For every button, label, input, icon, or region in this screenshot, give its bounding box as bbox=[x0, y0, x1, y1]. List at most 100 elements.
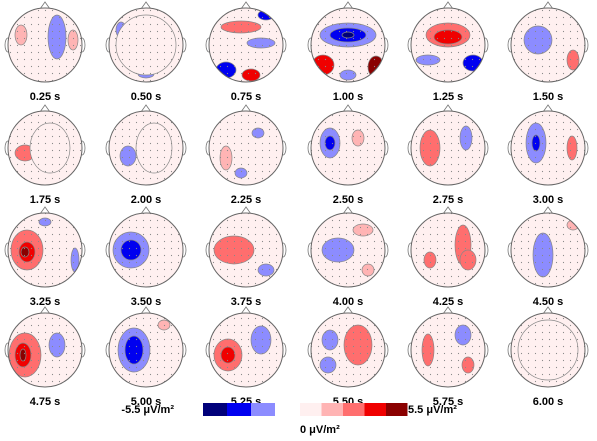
head-outline bbox=[410, 110, 486, 186]
head-outline bbox=[208, 212, 284, 288]
map-label: 4.25 s bbox=[433, 296, 464, 308]
nose bbox=[140, 206, 152, 215]
colorbar-swatch bbox=[227, 403, 251, 416]
topo-map: 5.00 s bbox=[105, 306, 187, 408]
head-outline bbox=[7, 312, 83, 388]
topo-map: 2.75 s bbox=[407, 104, 489, 206]
head-outline bbox=[108, 7, 184, 83]
topo-map: 2.00 s bbox=[105, 104, 187, 206]
electrodes bbox=[209, 313, 283, 387]
nose bbox=[240, 206, 252, 215]
map-label: 4.50 s bbox=[533, 296, 564, 308]
head-outline bbox=[510, 7, 586, 83]
map-label: 2.25 s bbox=[231, 194, 262, 206]
map-label: 0.50 s bbox=[131, 91, 162, 103]
map-label: 4.00 s bbox=[333, 296, 364, 308]
electrodes bbox=[109, 213, 183, 287]
topo-map: 3.00 s bbox=[507, 104, 589, 206]
map-label: 2.50 s bbox=[333, 194, 364, 206]
colorbar-swatch bbox=[364, 403, 386, 416]
electrodes bbox=[511, 213, 585, 287]
head-outline bbox=[510, 212, 586, 288]
colorbar-mid-label: 0 μV/m² bbox=[300, 424, 340, 436]
electrodes bbox=[109, 8, 183, 82]
electrodes bbox=[311, 213, 385, 287]
head-outline bbox=[510, 110, 586, 186]
topo-map: 5.50 s bbox=[307, 306, 389, 408]
electrodes bbox=[311, 8, 385, 82]
nose bbox=[140, 104, 152, 113]
topo-map: 1.75 s bbox=[4, 104, 86, 206]
head-outline bbox=[7, 7, 83, 83]
head-outline bbox=[208, 110, 284, 186]
map-label: 6.00 s bbox=[533, 396, 564, 408]
topo-map: 3.50 s bbox=[105, 206, 187, 308]
colorbar-swatch bbox=[251, 403, 275, 416]
map-label: 1.75 s bbox=[30, 194, 61, 206]
nose bbox=[442, 206, 454, 215]
head-outline bbox=[108, 110, 184, 186]
electrodes bbox=[8, 313, 82, 387]
electrodes bbox=[511, 111, 585, 185]
map-label: 2.75 s bbox=[433, 194, 464, 206]
topo-map: 3.75 s bbox=[205, 206, 287, 308]
head-outline bbox=[410, 312, 486, 388]
nose bbox=[39, 1, 51, 10]
nose bbox=[140, 1, 152, 10]
topo-map: 5.75 s bbox=[407, 306, 489, 408]
head-outline bbox=[108, 212, 184, 288]
topo-map: 4.50 s bbox=[507, 206, 589, 308]
electrodes bbox=[311, 111, 385, 185]
head-outline bbox=[208, 312, 284, 388]
nose bbox=[39, 104, 51, 113]
nose bbox=[240, 1, 252, 10]
electrodes bbox=[511, 313, 585, 387]
electrodes bbox=[311, 313, 385, 387]
head-outline bbox=[108, 312, 184, 388]
map-label: 3.00 s bbox=[533, 194, 564, 206]
topo-map: 1.00 s bbox=[307, 1, 389, 103]
head-outline bbox=[310, 110, 386, 186]
nose bbox=[442, 104, 454, 113]
map-label: 1.25 s bbox=[433, 91, 464, 103]
map-label: 0.25 s bbox=[30, 91, 61, 103]
nose bbox=[542, 104, 554, 113]
nose bbox=[240, 306, 252, 315]
topo-map: 0.50 s bbox=[105, 1, 187, 103]
electrodes bbox=[8, 213, 82, 287]
electrodes bbox=[8, 111, 82, 185]
nose bbox=[342, 104, 354, 113]
nose bbox=[342, 306, 354, 315]
electrodes bbox=[8, 8, 82, 82]
topo-map: 6.00 s bbox=[507, 306, 589, 408]
electrodes bbox=[109, 111, 183, 185]
topo-map: 0.75 s bbox=[205, 1, 287, 103]
map-label: 3.50 s bbox=[131, 296, 162, 308]
nose bbox=[140, 306, 152, 315]
head-outline bbox=[410, 212, 486, 288]
nose bbox=[342, 206, 354, 215]
head-outline bbox=[510, 312, 586, 388]
map-label: 1.50 s bbox=[533, 91, 564, 103]
colorbar-swatch bbox=[321, 403, 343, 416]
head-outline bbox=[310, 7, 386, 83]
head-outline bbox=[410, 7, 486, 83]
electrodes bbox=[411, 313, 485, 387]
electrodes bbox=[411, 111, 485, 185]
topo-map: 4.25 s bbox=[407, 206, 489, 308]
map-label: 5.00 s bbox=[131, 396, 162, 408]
nose bbox=[542, 206, 554, 215]
topo-map: 0.25 s bbox=[4, 1, 86, 103]
map-label: 2.00 s bbox=[131, 194, 162, 206]
topo-map: 5.25 s bbox=[205, 306, 287, 408]
electrodes bbox=[209, 8, 283, 82]
map-label: 0.75 s bbox=[231, 91, 262, 103]
map-label: 3.75 s bbox=[231, 296, 262, 308]
head-outline bbox=[310, 212, 386, 288]
head-outline bbox=[7, 110, 83, 186]
colorbar-swatch bbox=[203, 403, 227, 416]
electrodes bbox=[109, 313, 183, 387]
topo-map: 4.75 s bbox=[4, 306, 86, 408]
topo-map: 2.50 s bbox=[307, 104, 389, 206]
